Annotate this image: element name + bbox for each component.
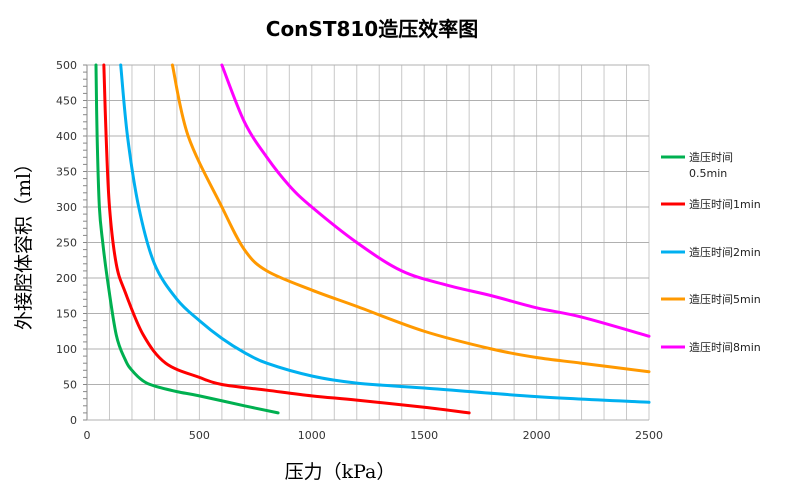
x-tick-label: 500 (189, 429, 210, 442)
y-tick-label: 100 (56, 343, 77, 356)
y-tick-label: 200 (56, 272, 77, 285)
legend-label: 造压时间8min (689, 340, 761, 354)
y-tick-label: 0 (70, 414, 77, 427)
series-line (170, 63, 651, 374)
x-axis-label: 压力（kPa） (285, 461, 396, 483)
legend-label: 造压时间5min (689, 292, 761, 306)
x-tick-label: 0 (84, 429, 91, 442)
x-tick-label: 2500 (635, 429, 663, 442)
x-tick-label: 1000 (298, 429, 326, 442)
x-tick-label: 2000 (523, 429, 551, 442)
y-tick-label: 500 (56, 59, 77, 72)
x-tick-label: 1500 (410, 429, 438, 442)
series-line (119, 63, 651, 404)
y-tick-label: 300 (56, 201, 77, 214)
y-axis-label: 外接腔体容积（ml） (13, 154, 35, 330)
series-line (220, 63, 651, 338)
chart-title: ConST810造压效率图 (266, 17, 478, 41)
y-tick-label: 250 (56, 237, 77, 250)
legend-label-cont: 0.5min (689, 167, 727, 180)
series-line (94, 63, 280, 415)
y-tick-label: 400 (56, 130, 77, 143)
y-tick-label: 450 (56, 95, 77, 108)
y-tick-label: 150 (56, 308, 77, 321)
series-line (102, 63, 471, 415)
legend-label: 造压时间 (689, 150, 733, 164)
legend-label: 造压时间2min (689, 245, 761, 259)
legend-label: 造压时间1min (689, 197, 761, 211)
y-tick-label: 50 (63, 379, 77, 392)
y-tick-label: 350 (56, 166, 77, 179)
